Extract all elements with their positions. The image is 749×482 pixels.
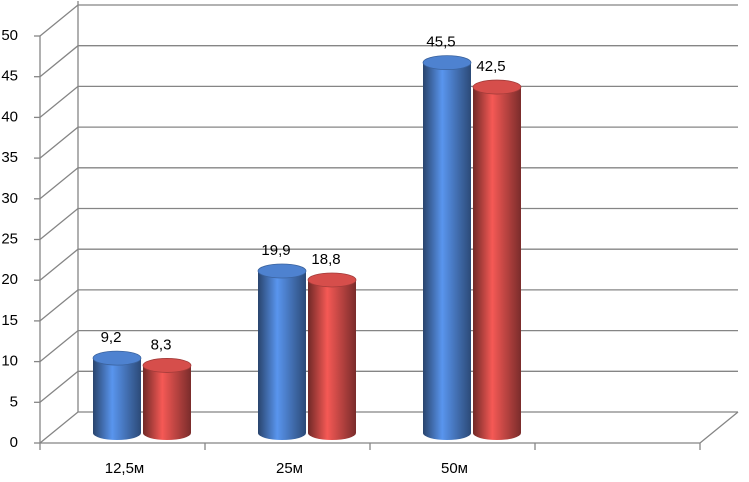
cylinder-top — [422, 55, 472, 71]
cylinder-body — [473, 87, 521, 441]
cylinder-body — [93, 358, 141, 440]
cylinder-top — [142, 358, 192, 373]
cylinder-top — [257, 263, 307, 279]
cylinder-top — [92, 350, 142, 366]
value-label: 8,3 — [151, 336, 172, 353]
value-label: 18,8 — [311, 251, 340, 268]
cylinder-body — [308, 279, 356, 440]
cylinder-body — [143, 365, 191, 440]
y-tick-label: 15 — [1, 312, 18, 329]
x-tick-label: 25м — [276, 460, 303, 477]
value-label: 42,5 — [476, 58, 505, 75]
y-tick-label: 25 — [1, 230, 18, 247]
y-tick-label: 0 — [10, 434, 18, 451]
y-tick-label: 20 — [1, 271, 18, 288]
value-label: 45,5 — [426, 34, 455, 51]
y-tick-label: 5 — [10, 393, 18, 410]
y-tick-label: 40 — [1, 108, 18, 125]
grid-line — [39, 289, 738, 322]
y-tick-label: 45 — [1, 68, 18, 85]
grid-line — [39, 126, 738, 159]
cylinder-body — [258, 271, 306, 440]
grid-line — [39, 167, 738, 200]
value-label: 19,9 — [261, 242, 290, 259]
cylinder-body — [423, 62, 471, 440]
y-tick-label: 10 — [1, 353, 18, 370]
cylinder-top — [472, 79, 522, 95]
grid-line — [39, 85, 738, 118]
y-tick-label: 30 — [1, 190, 18, 207]
x-tick-label: 50м — [441, 460, 468, 477]
grid-line — [39, 207, 738, 241]
cylinder-top — [307, 272, 357, 288]
x-tick-label: 12,5м — [105, 460, 145, 477]
y-tick-label: 50 — [1, 27, 18, 44]
grid-line — [39, 4, 738, 37]
y-tick-label: 35 — [1, 149, 18, 166]
grid-line — [39, 45, 738, 78]
value-label: 9,2 — [101, 329, 122, 346]
grid-line — [39, 248, 738, 281]
grid-line — [39, 329, 738, 363]
